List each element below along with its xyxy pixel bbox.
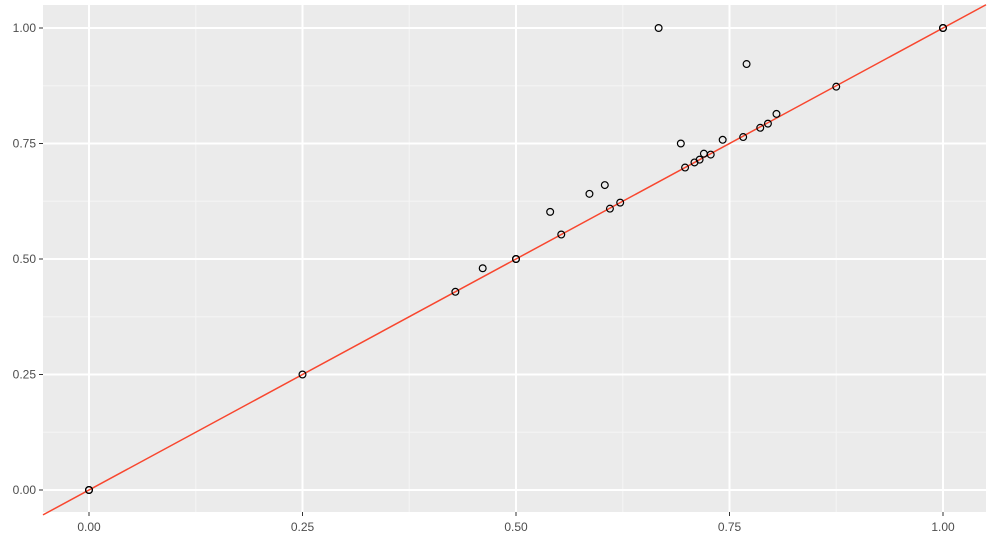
x-tick-label: 0.75	[718, 520, 742, 534]
x-tick-label: 0.00	[77, 520, 101, 534]
data-point	[832, 82, 841, 91]
data-point	[478, 264, 487, 273]
data-point	[84, 486, 93, 495]
y-tick-label: 0.00	[13, 483, 37, 497]
y-axis: 0.00 0.25 0.50 0.75 1.00	[13, 21, 43, 497]
data-point	[298, 370, 307, 379]
data-point	[654, 24, 663, 33]
data-point	[605, 204, 614, 213]
data-point	[706, 150, 715, 159]
x-tick-label: 0.50	[504, 520, 528, 534]
x-tick-label: 1.00	[931, 520, 955, 534]
data-points	[84, 24, 947, 495]
y-tick-label: 1.00	[13, 21, 37, 35]
data-point	[938, 24, 947, 33]
data-point	[763, 119, 772, 128]
data-point	[511, 255, 520, 264]
data-point	[772, 109, 781, 118]
x-tick-label: 0.25	[291, 520, 315, 534]
y-tick-label: 0.50	[13, 252, 37, 266]
data-point	[676, 139, 685, 148]
data-point	[546, 207, 555, 216]
data-point	[681, 163, 690, 172]
data-point	[585, 189, 594, 198]
data-point	[600, 181, 609, 190]
data-point	[695, 155, 704, 164]
reference-line	[42, 4, 987, 516]
data-point	[557, 230, 566, 239]
x-axis: 0.00 0.25 0.50 0.75 1.00	[77, 512, 955, 534]
data-point	[756, 123, 765, 132]
data-point	[742, 60, 751, 69]
data-point	[616, 198, 625, 207]
y-tick-label: 0.25	[13, 368, 37, 382]
data-point	[718, 135, 727, 144]
data-point	[451, 287, 460, 296]
y-tick-label: 0.75	[13, 137, 37, 151]
data-point	[739, 133, 748, 142]
